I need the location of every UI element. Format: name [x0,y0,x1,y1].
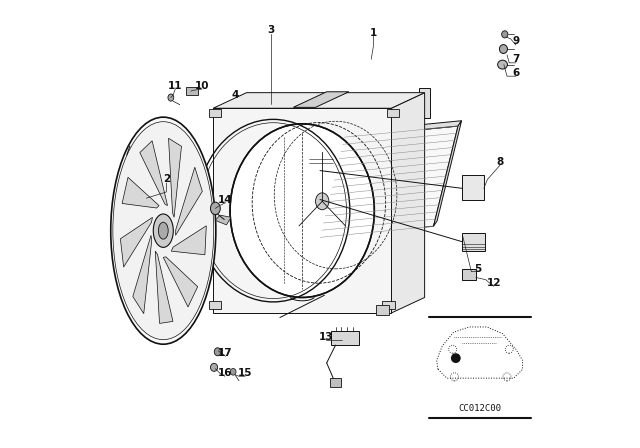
Text: 4: 4 [232,90,239,100]
Ellipse shape [230,124,374,297]
Text: 9: 9 [513,36,520,47]
Ellipse shape [316,193,329,210]
Ellipse shape [211,363,218,371]
Polygon shape [293,92,349,108]
Text: 1: 1 [370,28,377,38]
Ellipse shape [502,31,508,38]
Text: 12: 12 [486,278,501,288]
Ellipse shape [498,60,508,69]
FancyBboxPatch shape [376,306,389,315]
Polygon shape [120,217,152,267]
Ellipse shape [214,348,221,356]
FancyBboxPatch shape [331,331,359,345]
Polygon shape [433,121,461,226]
FancyBboxPatch shape [314,257,329,266]
Text: 7: 7 [512,54,520,64]
Ellipse shape [499,44,508,53]
Text: 17: 17 [218,348,233,358]
Polygon shape [311,104,419,129]
Ellipse shape [111,117,216,344]
FancyBboxPatch shape [330,379,341,388]
Ellipse shape [113,122,214,340]
Polygon shape [175,167,202,235]
Polygon shape [391,93,424,313]
Text: 14: 14 [218,194,233,205]
FancyBboxPatch shape [209,109,221,117]
Polygon shape [172,226,206,255]
Text: 6: 6 [512,68,520,78]
FancyBboxPatch shape [309,148,333,168]
Text: 8: 8 [497,157,504,167]
Ellipse shape [168,94,173,101]
Ellipse shape [230,368,236,375]
Text: CC012C00: CC012C00 [459,404,502,413]
Ellipse shape [158,222,168,239]
Polygon shape [213,108,391,313]
Text: 5: 5 [474,263,482,274]
FancyBboxPatch shape [209,301,221,309]
Text: 10: 10 [195,81,209,91]
Polygon shape [213,93,424,108]
Text: 16: 16 [218,368,232,378]
FancyBboxPatch shape [463,233,484,251]
FancyBboxPatch shape [463,175,484,199]
Polygon shape [419,88,430,118]
FancyBboxPatch shape [309,181,335,197]
Text: 11: 11 [168,81,182,91]
Ellipse shape [153,214,173,247]
Ellipse shape [451,353,461,363]
Ellipse shape [211,202,220,215]
Polygon shape [163,257,198,307]
Text: 15: 15 [238,368,252,378]
FancyBboxPatch shape [382,301,395,309]
Polygon shape [122,177,159,208]
FancyBboxPatch shape [463,268,476,280]
FancyBboxPatch shape [387,109,399,117]
Polygon shape [309,121,324,255]
Polygon shape [140,141,168,206]
Polygon shape [133,235,152,314]
Text: 13: 13 [319,332,333,342]
FancyBboxPatch shape [186,87,198,95]
Polygon shape [216,215,231,225]
Text: 2: 2 [163,174,170,185]
Polygon shape [320,126,458,237]
Polygon shape [156,251,173,323]
Text: 3: 3 [268,26,275,35]
Polygon shape [344,121,461,137]
Polygon shape [168,138,182,217]
